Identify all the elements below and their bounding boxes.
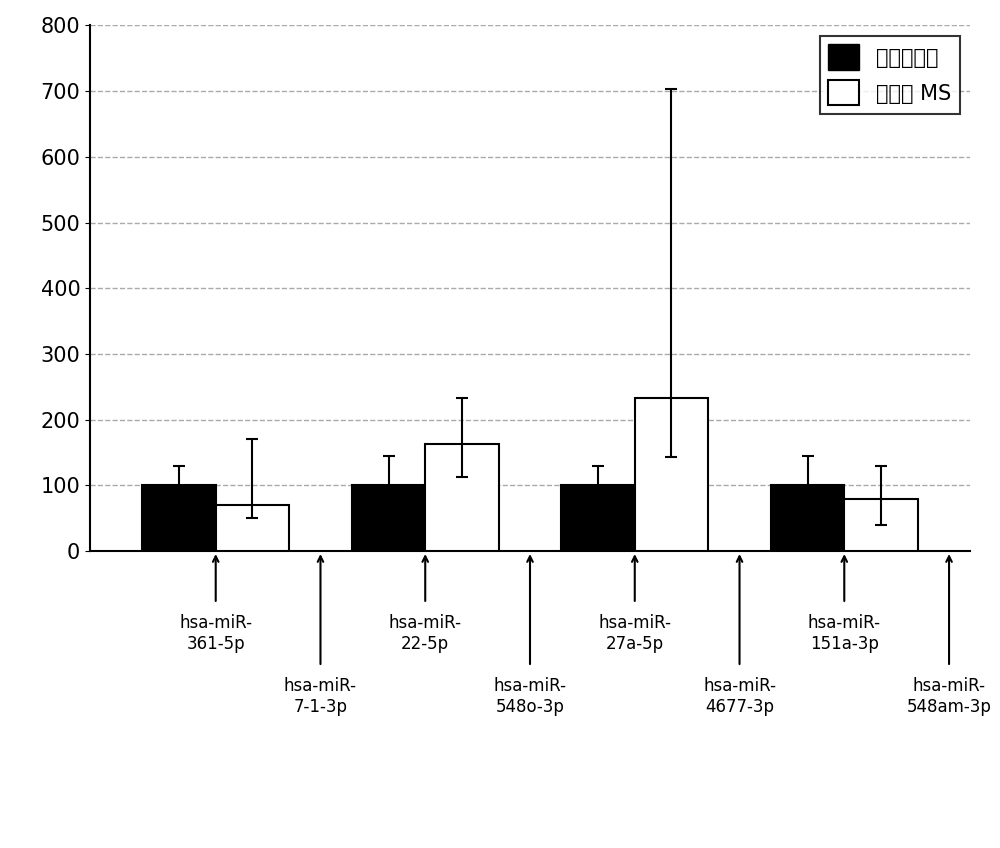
Legend: 中位値对照, 中位値 MS: 中位値对照, 中位値 MS xyxy=(820,36,960,114)
Text: hsa-miR-
7-1-3p: hsa-miR- 7-1-3p xyxy=(284,678,357,717)
Bar xyxy=(425,444,499,551)
Bar xyxy=(635,398,708,551)
Bar xyxy=(844,499,918,551)
Text: hsa-miR-
22-5p: hsa-miR- 22-5p xyxy=(389,614,462,653)
Text: hsa-miR-
4677-3p: hsa-miR- 4677-3p xyxy=(703,678,776,717)
Text: hsa-miR-
151a-3p: hsa-miR- 151a-3p xyxy=(808,614,881,653)
Text: hsa-miR-
27a-5p: hsa-miR- 27a-5p xyxy=(598,614,671,653)
Text: hsa-miR-
548o-3p: hsa-miR- 548o-3p xyxy=(494,678,566,717)
Bar xyxy=(352,485,425,551)
Bar xyxy=(771,485,844,551)
Text: hsa-miR-
548am-3p: hsa-miR- 548am-3p xyxy=(907,678,991,717)
Bar xyxy=(142,485,216,551)
Bar xyxy=(216,505,289,551)
Bar xyxy=(561,485,635,551)
Text: hsa-miR-
361-5p: hsa-miR- 361-5p xyxy=(179,614,252,653)
